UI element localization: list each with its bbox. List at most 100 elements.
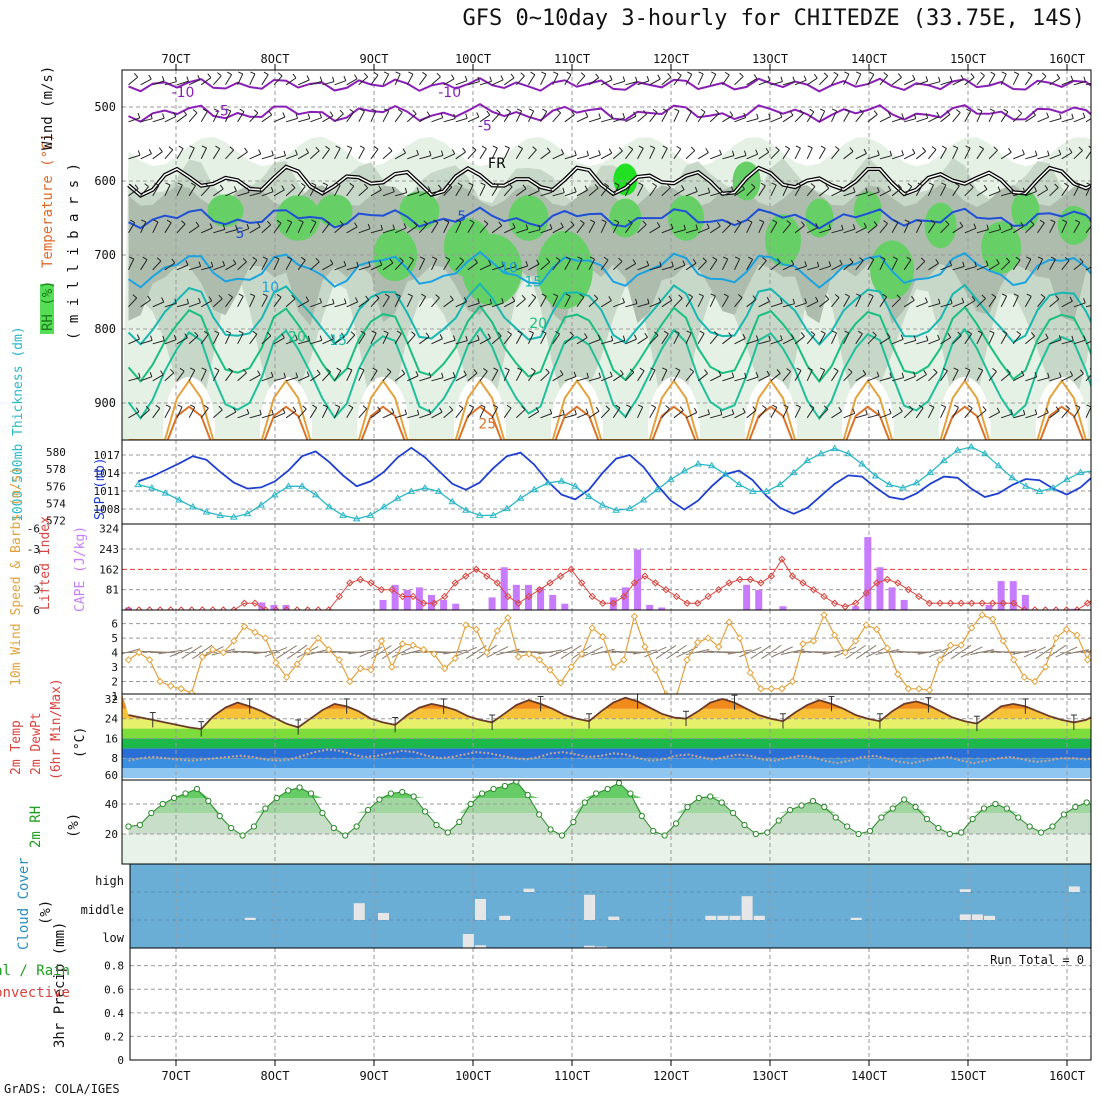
wind-barb	[746, 299, 757, 308]
cape-tick: 324	[99, 523, 119, 536]
wind-barb-flag	[647, 298, 650, 304]
wind-barb-flag	[292, 73, 297, 79]
wind-barb	[746, 186, 756, 197]
wind-barb-flag	[1022, 409, 1026, 415]
wind-barb-flag	[900, 334, 904, 340]
wind-barb	[818, 148, 826, 160]
wind-barb	[225, 263, 237, 271]
precip-tick: 0.2	[104, 1030, 124, 1043]
wind-barb	[625, 371, 635, 382]
wind-barb	[1000, 372, 1011, 382]
wind-barb	[540, 372, 550, 382]
wind-barb-flag	[1095, 334, 1097, 338]
wind-barb	[758, 301, 770, 308]
wind-barb-flag	[1074, 182, 1080, 186]
wind-barb	[612, 261, 623, 271]
thickness-point	[352, 514, 361, 522]
rh-green-blob	[316, 194, 353, 227]
wind-speed-point	[556, 679, 565, 687]
cape-bar	[391, 584, 399, 610]
wind-barb	[1013, 414, 1025, 419]
wind-barb	[552, 112, 562, 123]
wind-barb	[928, 149, 937, 160]
wind-barb-flag	[573, 187, 577, 193]
wind-barb-flag	[615, 404, 621, 409]
wind-speed-point	[346, 677, 354, 686]
wind-barb-flag	[1026, 293, 1032, 297]
isotherm-25	[128, 379, 1091, 440]
wind-barb-flag	[789, 110, 794, 116]
wind-barb-flag	[142, 256, 148, 261]
isotherm-label: 15	[524, 275, 542, 291]
wind-barb	[1025, 376, 1037, 382]
li-point	[504, 592, 512, 601]
wind-barb	[843, 332, 850, 345]
wind-barb-flag	[291, 294, 296, 300]
rh-2m-point	[570, 818, 577, 826]
wind-barb	[334, 184, 341, 197]
wind-barb	[697, 413, 710, 419]
wind-barb	[1073, 261, 1084, 271]
wind-barb-flag	[852, 408, 856, 414]
rh-2m-point	[695, 794, 702, 802]
wind-barb	[818, 110, 826, 123]
wind-barb-flag	[700, 108, 706, 113]
wind-barb-flag	[444, 219, 450, 223]
wind-barb	[128, 154, 141, 160]
wind-barb-flag	[1013, 293, 1019, 297]
wind-barb-flag	[271, 150, 274, 156]
wind-barb-flag	[198, 261, 202, 267]
wind-barb	[237, 372, 247, 382]
wind-barb-flag	[810, 183, 816, 187]
wind-barb-flag	[263, 71, 269, 76]
wind-barb-flag	[538, 224, 541, 230]
wind-speed-point	[1062, 625, 1071, 634]
wind-barb-flag	[1020, 222, 1024, 227]
wind-barb	[540, 261, 551, 271]
thickness-point	[776, 480, 784, 488]
surface-barb	[1055, 646, 1078, 658]
li-point	[335, 592, 343, 601]
wind-barb-flag	[654, 331, 659, 336]
wind-barb	[1061, 260, 1070, 271]
wind-barb-flag	[480, 182, 486, 186]
wind-barb	[976, 75, 985, 86]
li-point	[493, 579, 502, 587]
wind-barb-flag	[620, 369, 624, 375]
wind-barb-flag	[888, 408, 892, 414]
surface-barb	[950, 644, 972, 660]
wind-speed-point	[514, 653, 523, 661]
wind-barb-flag	[873, 221, 878, 226]
wind-barb-flag	[1034, 150, 1038, 156]
wind-barb	[504, 266, 516, 271]
wind-barb	[649, 334, 659, 345]
wind-barb-flag	[426, 111, 431, 117]
wind-barb-flag	[562, 187, 565, 193]
wind-barb-flag	[1021, 149, 1025, 155]
wind-barb-flag	[877, 187, 880, 193]
wind-barb	[370, 332, 377, 345]
wind-barb-flag	[253, 109, 259, 114]
wind-barb	[843, 151, 854, 160]
thickness-point	[544, 478, 552, 486]
wind-speed-point	[757, 685, 765, 693]
wind-speed-point	[1010, 656, 1018, 664]
wind-barb-flag	[541, 330, 547, 334]
li-point	[746, 575, 755, 584]
wind-barb-flag	[391, 408, 395, 413]
wind-barb	[237, 191, 250, 197]
wind-speed-point	[251, 628, 259, 636]
wind-barb	[903, 375, 916, 382]
wind-barb-flag	[638, 145, 644, 149]
wind-barb-flag	[737, 294, 743, 298]
wind-barb-flag	[402, 148, 407, 154]
wind-barb	[273, 75, 283, 86]
surface-barb	[465, 645, 487, 659]
surface-barb	[371, 645, 392, 659]
wind-speed-point	[462, 621, 470, 629]
wind-barb-flag	[1083, 335, 1086, 341]
rh-2m-point	[262, 805, 269, 812]
rh-2m-point	[125, 823, 132, 830]
li-point	[546, 579, 554, 587]
wind-barb-flag	[367, 223, 371, 229]
